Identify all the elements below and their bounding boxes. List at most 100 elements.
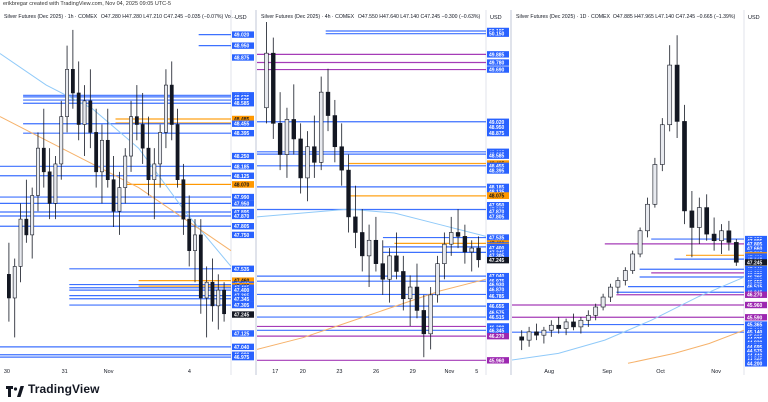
price-axis-label: 48.950 bbox=[489, 125, 505, 131]
price-tag bbox=[487, 192, 509, 199]
x-axis-label: 30 bbox=[4, 369, 10, 375]
candle-body bbox=[689, 210, 695, 228]
candle-body bbox=[76, 92, 81, 125]
chart-panel-1h[interactable]: Silver Futures (Dec 2025) · 1h · COMEX O4… bbox=[0, 10, 255, 375]
candle-body bbox=[630, 253, 636, 271]
candle-body bbox=[462, 236, 468, 253]
price-axis-label: 46.575 bbox=[489, 310, 505, 316]
price-tag bbox=[487, 167, 509, 174]
price-axis-label: 49.885 bbox=[489, 52, 505, 58]
candle-body bbox=[353, 216, 358, 233]
candle-body bbox=[571, 321, 576, 328]
candle-body bbox=[548, 324, 554, 331]
x-axis-label: 31 bbox=[62, 369, 68, 375]
price-tag bbox=[487, 256, 509, 264]
candle-body bbox=[284, 119, 290, 155]
price-axis-label: 48.455 bbox=[489, 164, 505, 170]
price-axis-label: 48.875 bbox=[489, 131, 505, 137]
candle-body bbox=[401, 271, 406, 300]
candle-body bbox=[222, 289, 226, 315]
chart-title: Silver Futures (Dec 2025) · 4h · COMEX bbox=[261, 14, 355, 20]
chart-1h-svg[interactable]: Silver Futures (Dec 2025) · 1h · COMEX O4… bbox=[0, 10, 255, 375]
candle-body bbox=[264, 52, 269, 109]
chart-4h-svg[interactable]: Silver Futures (Dec 2025) · 4h · COMEX O4… bbox=[257, 10, 510, 375]
price-tag bbox=[232, 42, 254, 49]
price-axis-label: 48.075 bbox=[489, 193, 505, 199]
candle-body bbox=[711, 233, 717, 242]
price-axis-label: 47.950 bbox=[489, 203, 505, 209]
price-axis-label: 48.185 bbox=[489, 185, 505, 191]
panel-divider[interactable] bbox=[510, 10, 512, 375]
price-tag bbox=[487, 332, 509, 340]
price-tag bbox=[745, 360, 767, 367]
price-tag bbox=[487, 213, 509, 220]
price-tag bbox=[232, 286, 254, 294]
chart-panel-1d[interactable]: Silver Futures (Dec 2025) · 1D · COMEX O4… bbox=[512, 10, 768, 375]
candle-body bbox=[100, 139, 104, 173]
price-axis-label: 47.245 bbox=[234, 313, 250, 319]
price-axis-label: 47.990 bbox=[234, 195, 250, 201]
price-axis-label: 46.930 bbox=[489, 283, 505, 289]
candle-body bbox=[380, 263, 385, 280]
price-tag bbox=[232, 193, 254, 201]
candle-body bbox=[556, 324, 562, 329]
candle-body bbox=[682, 121, 687, 212]
price-tag bbox=[487, 51, 509, 58]
moving-average-line bbox=[257, 278, 487, 350]
price-axis-label: 47.040 bbox=[234, 345, 250, 351]
price-axis-label: 48.585 bbox=[234, 101, 250, 107]
candle-body bbox=[366, 239, 372, 257]
chart-1d-svg[interactable]: Silver Futures (Dec 2025) · 1D · COMEX O4… bbox=[512, 10, 768, 375]
price-tag bbox=[487, 201, 509, 209]
x-axis-label: 17 bbox=[272, 369, 278, 375]
x-axis-label: 23 bbox=[336, 369, 342, 375]
candle-body bbox=[111, 179, 116, 212]
price-axis-label: 47.870 bbox=[234, 214, 250, 220]
brand[interactable]: TradingView bbox=[6, 382, 100, 397]
candle-body bbox=[12, 266, 17, 299]
x-axis-label: Nov bbox=[104, 369, 114, 375]
candle-body bbox=[659, 124, 665, 165]
price-tag bbox=[232, 212, 254, 220]
price-tag bbox=[232, 223, 254, 230]
price-tag bbox=[487, 188, 509, 195]
panel-divider[interactable] bbox=[255, 10, 257, 375]
price-tag bbox=[232, 208, 254, 216]
chart-title: Silver Futures (Dec 2025) · 1h · COMEX bbox=[4, 14, 98, 20]
price-tag bbox=[232, 311, 254, 318]
price-axis-label: 47.535 bbox=[234, 267, 250, 273]
chart-panel-4h[interactable]: Silver Futures (Dec 2025) · 4h · COMEX O4… bbox=[257, 10, 510, 375]
candle-body bbox=[117, 187, 122, 212]
candle-body bbox=[600, 296, 606, 308]
price-tag bbox=[232, 330, 254, 337]
price-axis-label: 48.950 bbox=[234, 44, 250, 50]
price-tag bbox=[745, 328, 767, 336]
price-tag bbox=[487, 59, 509, 66]
price-tag bbox=[232, 200, 254, 207]
candle-body bbox=[455, 232, 461, 237]
candle-body bbox=[158, 132, 163, 165]
x-axis-label: Sep bbox=[602, 369, 612, 375]
candle-body bbox=[696, 207, 702, 228]
price-tag bbox=[487, 277, 509, 285]
ohlc-readout: O47.280 H47.280 L47.210 C47.245 −0.035 (… bbox=[101, 14, 235, 20]
price-axis-label: 46.655 bbox=[489, 304, 505, 310]
price-axis-label: 46.870 bbox=[489, 287, 505, 293]
price-tag bbox=[232, 163, 254, 170]
price-tag bbox=[745, 301, 767, 309]
candle-body bbox=[312, 146, 317, 163]
candle-body bbox=[271, 52, 276, 124]
price-tag bbox=[487, 183, 509, 191]
price-tag bbox=[232, 301, 254, 309]
price-axis-label: 48.455 bbox=[234, 122, 250, 128]
candle-body bbox=[298, 138, 303, 179]
price-axis-label: 47.400 bbox=[489, 246, 505, 252]
price-tag bbox=[487, 281, 509, 288]
price-tag bbox=[745, 240, 767, 248]
price-axis-label: 47.245 bbox=[489, 258, 505, 264]
footer: TradingView bbox=[0, 378, 768, 400]
candle-body bbox=[59, 116, 64, 165]
price-tag bbox=[232, 181, 254, 188]
candle-body bbox=[585, 314, 591, 321]
candle-body bbox=[65, 69, 69, 117]
